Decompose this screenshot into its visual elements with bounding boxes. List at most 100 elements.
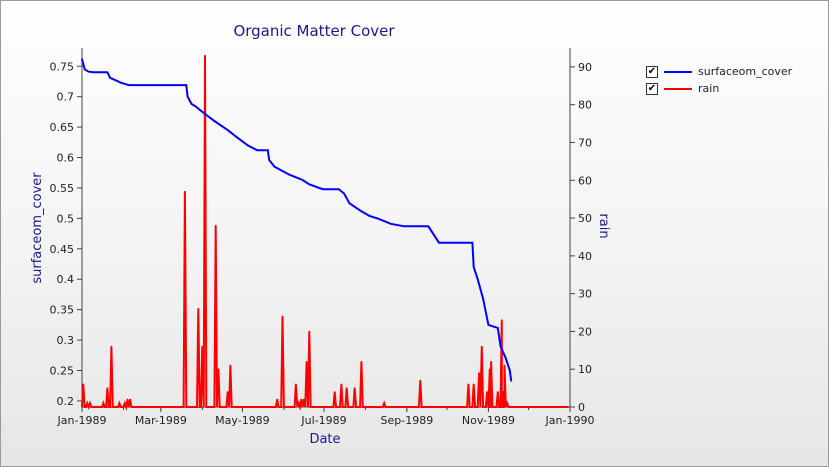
surfaceom-cover-point (154, 84, 157, 86)
surfaceom-cover-point (178, 84, 181, 86)
surfaceom-cover-point (288, 173, 291, 176)
surfaceom-cover-point (268, 159, 270, 161)
checkbox-icon[interactable]: ✔ (646, 82, 658, 95)
right-y-tick-label: 0 (578, 401, 585, 414)
surfaceom-cover-point (109, 77, 111, 79)
rain-point (353, 387, 356, 389)
surfaceom-cover-point (472, 266, 475, 268)
rain-point (503, 364, 506, 367)
rain-series-line (81, 55, 569, 411)
rain-point (467, 383, 470, 386)
surfaceom-cover-point (376, 217, 379, 220)
surfaceom-cover-point (510, 380, 512, 382)
surfaceom-cover-point (321, 188, 324, 190)
rain-point (300, 398, 303, 401)
legend-swatch-red (664, 87, 692, 90)
rain-point (118, 402, 121, 405)
surfaceom-cover-point (201, 111, 204, 113)
right-y-tick-label: 20 (578, 325, 592, 338)
surfaceom-cover-point (301, 179, 304, 181)
rain-point (184, 190, 186, 193)
x-tick-label: Nov-1989 (462, 414, 515, 427)
x-tick-label: Jan-1990 (545, 414, 595, 427)
surfaceom-cover-point (226, 129, 229, 131)
rain-point (110, 345, 113, 348)
surfaceom-cover-point (499, 345, 502, 347)
surfaceom-cover-point (471, 241, 474, 244)
right-y-tick-label: 30 (578, 288, 592, 301)
surfaceom-cover-point (427, 225, 430, 228)
surfaceom-cover-point (236, 136, 238, 139)
surfaceom-cover-point (246, 144, 249, 147)
surfaceom-cover-point (185, 84, 188, 86)
left-y-tick-label: 0.45 (50, 243, 75, 256)
surfaceom-cover-point (273, 165, 276, 168)
rain-point (226, 391, 229, 393)
legend-label: surfaceom_cover (698, 65, 793, 78)
left-y-tick-label: 0.7 (57, 91, 75, 104)
surfaceom-cover-point (127, 84, 130, 86)
x-tick-label: Mar-1989 (135, 414, 187, 427)
rain-point (214, 224, 217, 227)
rain-point (486, 391, 488, 393)
surfaceom-cover-point (403, 225, 406, 228)
surfaceom-cover-point (194, 105, 197, 108)
surfaceom-cover-point (343, 192, 345, 195)
rain-point (472, 383, 475, 386)
surfaceom-cover-point (487, 324, 490, 326)
surfaceom-cover-point (114, 79, 117, 82)
rain-point (478, 372, 480, 374)
plot-area (81, 54, 569, 411)
right-y-tick-label: 60 (578, 174, 592, 187)
left-y-tick-label: 0.3 (57, 334, 75, 347)
left-y-tick-label: 0.35 (50, 304, 75, 317)
left-y-tick-label: 0.4 (57, 273, 75, 286)
surfaceom-cover-point (256, 149, 258, 152)
surfaceom-cover-point (332, 188, 335, 190)
left-y-tick-label: 0.2 (57, 395, 75, 408)
rain-point (383, 402, 385, 405)
rain-point (297, 402, 300, 405)
rain-point (506, 402, 508, 405)
x-tick-label: Sep-1989 (381, 414, 434, 427)
right-y-tick-label: 80 (578, 99, 592, 112)
right-y-tick-label: 50 (578, 212, 592, 225)
surfaceom-cover-point (509, 369, 511, 372)
rain-point (308, 330, 311, 333)
surfaceom-cover-series-line (81, 58, 513, 381)
rain-point (86, 402, 89, 405)
surfaceom-cover-point (119, 81, 122, 84)
rain-point (217, 368, 220, 371)
left-y-tick-label: 0.75 (50, 60, 75, 73)
legend-item-rain[interactable]: ✔ rain (646, 80, 792, 97)
surfaceom-cover-point (497, 327, 499, 329)
legend-item-surfaceom-cover[interactable]: ✔ surfaceom_cover (646, 63, 792, 80)
rain-point (197, 307, 200, 310)
surfaceom-cover-point (186, 95, 189, 98)
rain-point (488, 368, 491, 371)
right-y-tick-label: 70 (578, 136, 592, 149)
surfaceom-cover-point (492, 325, 495, 328)
rain-point (89, 402, 91, 405)
rain-point (333, 391, 336, 393)
rain-point (106, 387, 109, 389)
rain-point (123, 402, 126, 405)
surfaceom-cover-point (418, 225, 420, 228)
surfaceom-cover-point (505, 357, 507, 360)
x-tick-label: May-1989 (215, 414, 270, 427)
surfaceom-cover-point (348, 202, 351, 204)
right-y-tick-label: 90 (578, 61, 592, 74)
surfaceom-cover-point (165, 84, 168, 86)
rain-point (201, 345, 204, 348)
surfaceom-cover-point (106, 71, 109, 74)
rain-point (82, 383, 85, 386)
legend-label: rain (698, 82, 720, 95)
checkbox-icon[interactable]: ✔ (646, 65, 658, 78)
surfaceom-cover-point (141, 84, 143, 86)
rain-point (497, 391, 499, 393)
rain-point (204, 54, 206, 57)
surfaceom-cover-point (458, 241, 460, 244)
rain-point (360, 360, 363, 363)
surfaceom-cover-point (390, 223, 392, 225)
